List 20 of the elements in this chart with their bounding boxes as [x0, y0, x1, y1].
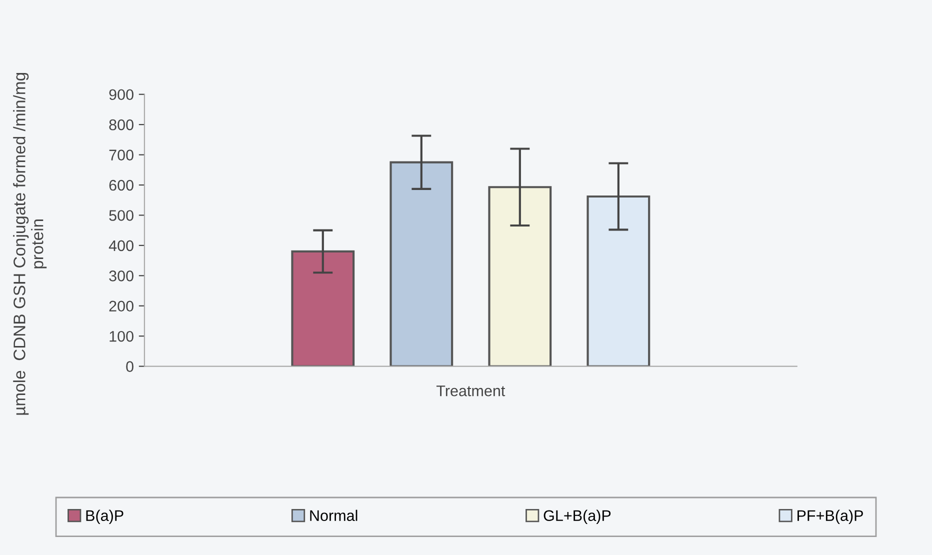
y-tick-label: 100	[110, 330, 134, 342]
legend-label: PF+B(a)P	[798, 510, 863, 524]
y-axis-title: µmole CDNB GSH Conjugate formed /min/mg protein	[13, 73, 47, 415]
y-tick-label: 500	[109, 210, 134, 221]
y-tick-label: 700	[109, 150, 134, 160]
x-axis-title: Treatment	[436, 386, 506, 396]
legend-label: Normal	[310, 510, 358, 522]
bar	[586, 195, 650, 366]
y-tick-label: 400	[108, 240, 134, 252]
bar	[390, 161, 454, 366]
y-tick-label: 300	[109, 270, 134, 282]
legend-label: GL+B(a)P	[544, 510, 611, 524]
y-tick-label: 600	[109, 180, 134, 191]
y-tick-label: 0	[126, 361, 134, 372]
bar	[291, 250, 355, 366]
y-tick-label: 900	[109, 89, 134, 100]
bar	[488, 186, 552, 366]
y-tick-label: 200	[109, 300, 134, 312]
legend-label: B(a)P	[86, 510, 124, 524]
y-tick-label: 800	[109, 119, 134, 130]
